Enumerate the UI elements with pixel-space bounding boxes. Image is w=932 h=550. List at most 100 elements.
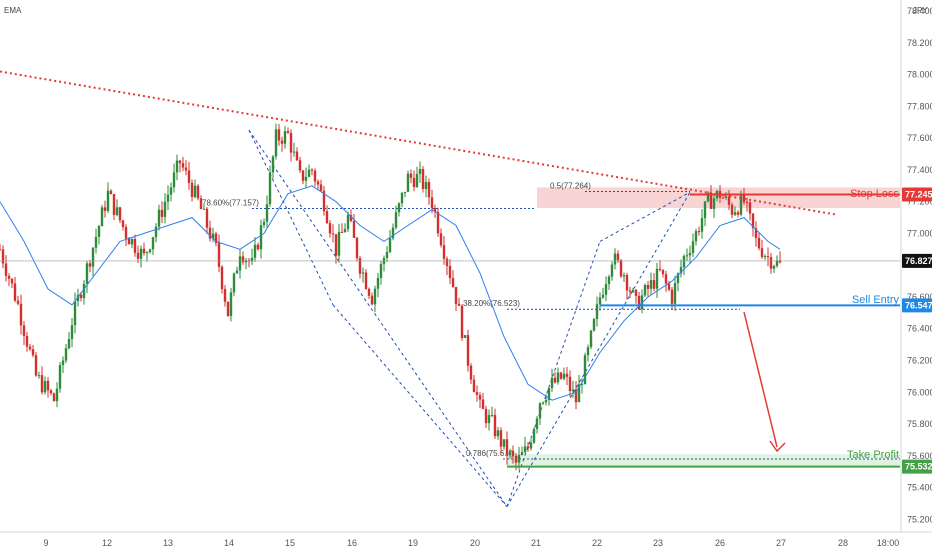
sell-entry-label: Sell Entry	[852, 294, 900, 306]
y-tick-label: 77.600	[907, 133, 932, 143]
candle-body	[556, 372, 560, 383]
candle-body	[58, 365, 62, 389]
candle-body	[520, 452, 524, 455]
candle-body	[91, 247, 95, 267]
candle-body	[13, 283, 17, 301]
candle-body	[67, 339, 71, 349]
candle-body	[547, 388, 551, 400]
candle-body	[391, 227, 395, 239]
candle-body	[643, 284, 647, 296]
x-tick-label: 18:00	[877, 538, 900, 548]
x-tick-label: 19	[408, 538, 418, 548]
candle-body	[316, 181, 320, 185]
candle-body	[406, 173, 410, 192]
candle-body	[664, 274, 668, 284]
candle-body	[319, 184, 323, 191]
candle-body	[679, 267, 683, 274]
candle-body	[697, 231, 701, 233]
candle-body	[688, 252, 692, 256]
x-tick-label: 15	[285, 538, 295, 548]
candle-body	[772, 266, 776, 269]
candle-body	[739, 194, 743, 215]
candle-body	[694, 231, 698, 242]
candle-body	[196, 185, 200, 199]
candle-body	[358, 258, 362, 274]
candle-body	[199, 198, 203, 210]
candle-body	[295, 151, 299, 161]
candle-body	[118, 207, 122, 221]
candle-body	[442, 245, 446, 259]
candle-body	[136, 252, 140, 259]
candle-body	[532, 428, 536, 443]
candle-body	[445, 258, 449, 267]
candle-body	[460, 305, 464, 338]
candle-body	[571, 389, 575, 392]
candle-body	[331, 233, 335, 235]
x-tick-label: 13	[163, 538, 173, 548]
candle-body	[481, 399, 485, 409]
y-tick-label: 76.400	[907, 324, 932, 334]
y-tick-label: 75.600	[907, 451, 932, 461]
candle-body	[631, 289, 635, 292]
candle-body	[1, 249, 5, 264]
candle-body	[589, 330, 593, 348]
candle-body	[601, 294, 605, 298]
candle-body	[379, 263, 383, 278]
candle-body	[451, 278, 455, 288]
target-arrow	[743, 311, 778, 448]
candle-body	[16, 300, 20, 304]
pattern-line	[599, 191, 691, 242]
candle-body	[193, 185, 197, 197]
candle-body	[73, 301, 77, 326]
candle-body	[652, 280, 656, 289]
candle-body	[19, 303, 23, 326]
candle-body	[328, 223, 332, 234]
currency-label: JPY	[913, 6, 928, 15]
candle-body	[250, 257, 254, 262]
candle-body	[727, 196, 731, 205]
candle-body	[271, 156, 275, 173]
candle-body	[610, 264, 614, 277]
candle-body	[448, 266, 452, 279]
candle-body	[97, 226, 101, 237]
candle-body	[634, 289, 638, 296]
x-tick-label: 23	[653, 538, 663, 548]
y-tick-label: 75.200	[907, 514, 932, 524]
candle-body	[187, 170, 191, 183]
candle-body	[106, 190, 110, 211]
candle-body	[148, 249, 152, 253]
candle-body	[373, 288, 377, 305]
candle-body	[223, 288, 227, 302]
candle-body	[706, 192, 710, 202]
candle-body	[709, 192, 713, 209]
candle-body	[478, 395, 482, 400]
candle-body	[394, 212, 398, 228]
candle-body	[655, 268, 659, 289]
indicator-label: EMA	[4, 6, 22, 15]
descending-trendline	[0, 70, 836, 216]
candle-body	[580, 384, 584, 386]
candle-body	[493, 415, 497, 437]
x-tick-label: 26	[715, 538, 725, 548]
levels	[0, 193, 900, 468]
candle-body	[682, 255, 686, 268]
candle-body	[676, 273, 680, 284]
candle-body	[163, 201, 167, 217]
candle-body	[349, 215, 353, 221]
x-tick-label: 28	[838, 538, 848, 548]
candle-body	[169, 187, 173, 195]
candle-body	[301, 170, 305, 181]
candle-body	[595, 304, 599, 320]
candle-body	[181, 163, 185, 168]
candle-body	[544, 399, 548, 403]
candle-body	[274, 129, 278, 157]
candle-body	[712, 198, 716, 209]
candle-body	[535, 418, 539, 429]
candle-body	[286, 131, 290, 133]
candle-body	[340, 231, 344, 233]
candle-body	[469, 365, 473, 380]
candle-body	[505, 439, 509, 456]
candle-body	[82, 283, 86, 299]
candle-body	[616, 253, 620, 261]
candle-body	[559, 372, 563, 379]
